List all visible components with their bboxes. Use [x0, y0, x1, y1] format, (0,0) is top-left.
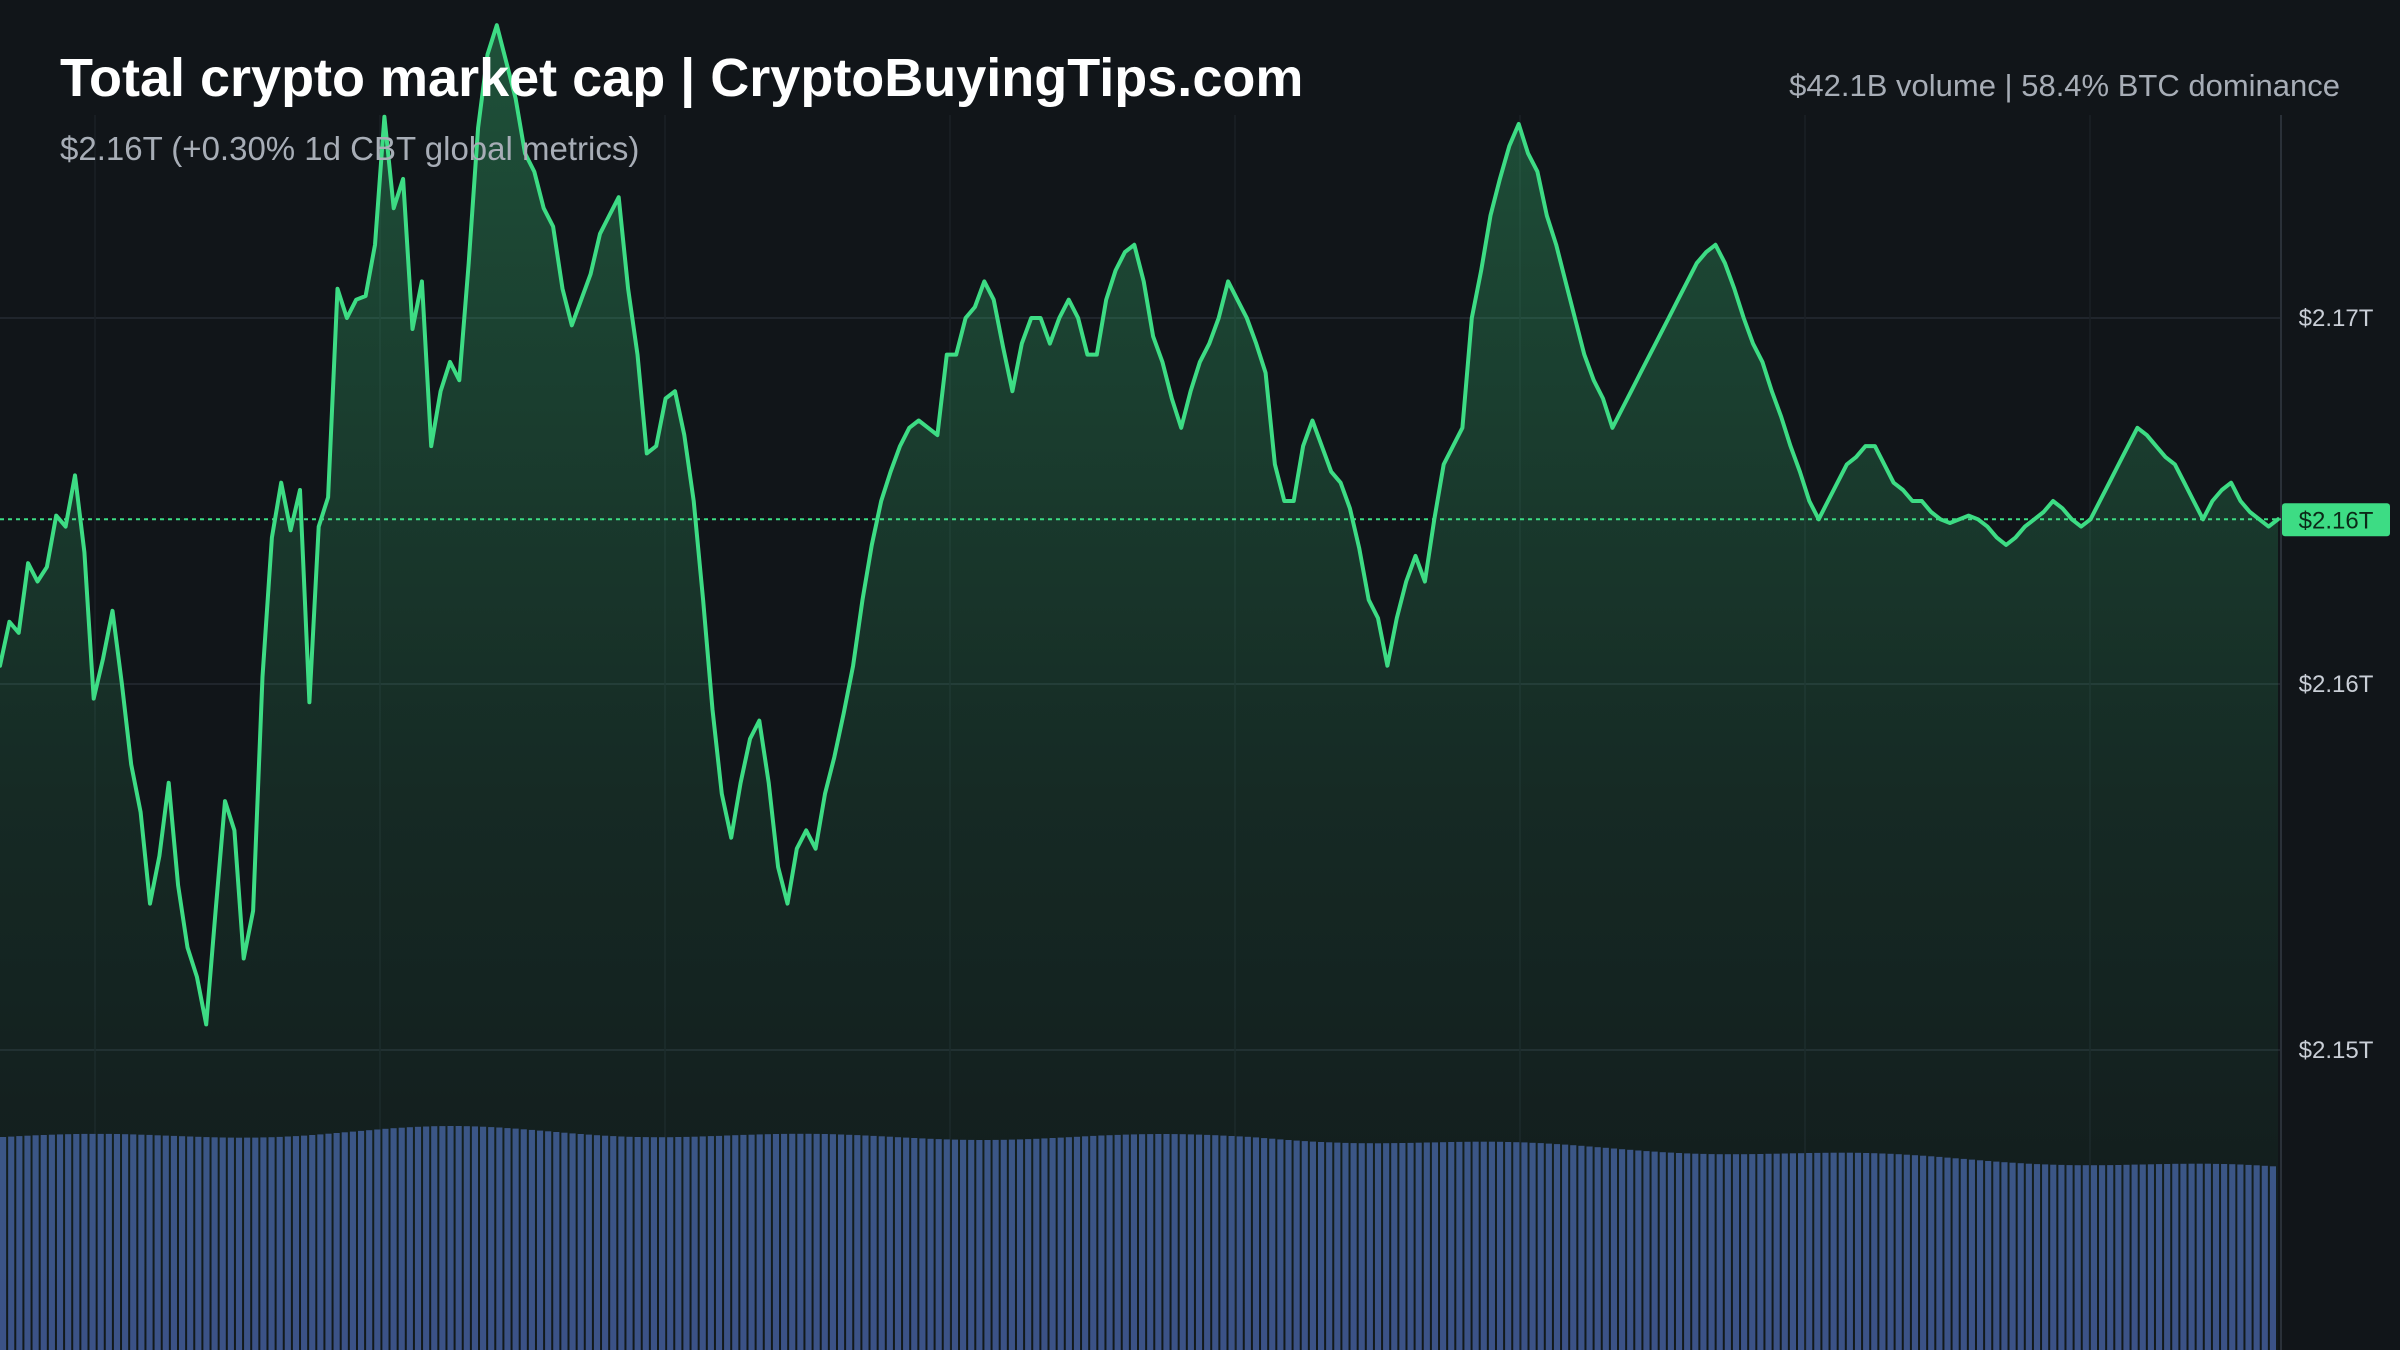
market-cap-line — [0, 23, 2280, 1027]
y-axis: $2.17T $2.16T $2.15T — [2299, 305, 2374, 1064]
y-tick-label-0: $2.17T — [2299, 305, 2374, 332]
y-tick-label-1: $2.16T — [2299, 671, 2374, 698]
current-price-label: $2.16T — [2299, 507, 2374, 534]
market-cap-area — [0, 25, 2278, 1350]
volume-dominance-stats: $42.1B volume | 58.4% BTC dominance — [1789, 68, 2340, 103]
y-tick-label-2: $2.15T — [2299, 1037, 2374, 1064]
current-price-badge: $2.16T — [2282, 503, 2390, 537]
chart-subtitle: $2.16T (+0.30% 1d CBT global metrics) — [60, 130, 639, 167]
chart-title: Total crypto market cap | CryptoBuyingTi… — [60, 48, 1303, 109]
current-price-badge-bg — [2282, 503, 2390, 537]
